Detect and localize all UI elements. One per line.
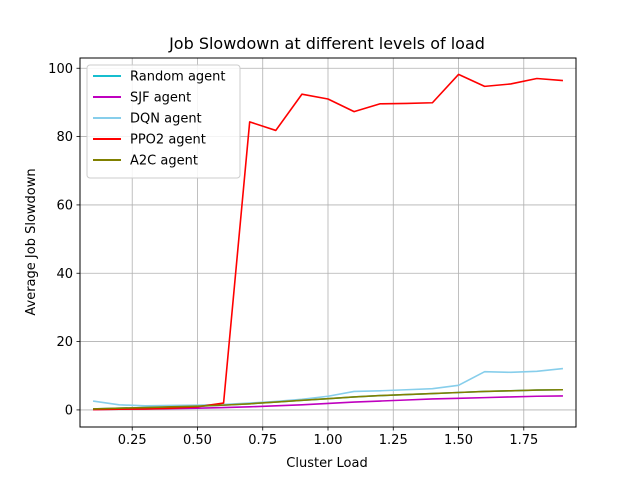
legend-entry-label: Random agent — [130, 70, 226, 85]
x-tick-label: 1.25 — [379, 433, 408, 448]
chart-title: Job Slowdown at different levels of load — [168, 34, 485, 53]
y-tick-label: 60 — [56, 198, 73, 213]
grid-lines — [80, 58, 576, 427]
x-axis-ticks: 0.25 0.50 0.75 1.00 1.25 1.50 1.75 — [118, 427, 538, 448]
x-tick-label: 1.75 — [509, 433, 538, 448]
x-tick-label: 1.50 — [444, 433, 473, 448]
legend-entry-label: PPO2 agent — [130, 133, 206, 148]
y-tick-label: 80 — [56, 130, 73, 145]
y-tick-label: 20 — [56, 335, 73, 350]
legend-entry-label: A2C agent — [130, 154, 198, 169]
y-tick-label: 100 — [48, 62, 73, 77]
y-axis-ticks: 0 20 40 60 80 100 — [48, 62, 80, 418]
legend-entry-label: DQN agent — [130, 112, 202, 127]
y-tick-label: 0 — [65, 403, 73, 418]
series-lines — [92, 73, 564, 411]
series-line-dqn-agent — [92, 367, 564, 407]
y-axis-label: Average Job Slowdown — [24, 168, 39, 315]
x-axis-label: Cluster Load — [286, 456, 367, 471]
series-line-a2c-agent — [93, 388, 563, 410]
x-tick-label: 0.25 — [118, 433, 147, 448]
series-line-ppo2-agent — [93, 73, 564, 411]
legend-entry-label: SJF agent — [130, 91, 191, 106]
x-tick-label: 1.00 — [314, 433, 343, 448]
legend: Random agent SJF agent DQN agent PPO2 agent… — [86, 64, 241, 179]
legend-box — [86, 64, 241, 179]
x-tick-label: 0.75 — [248, 433, 277, 448]
y-tick-label: 40 — [56, 267, 73, 282]
x-tick-label: 0.50 — [183, 433, 212, 448]
